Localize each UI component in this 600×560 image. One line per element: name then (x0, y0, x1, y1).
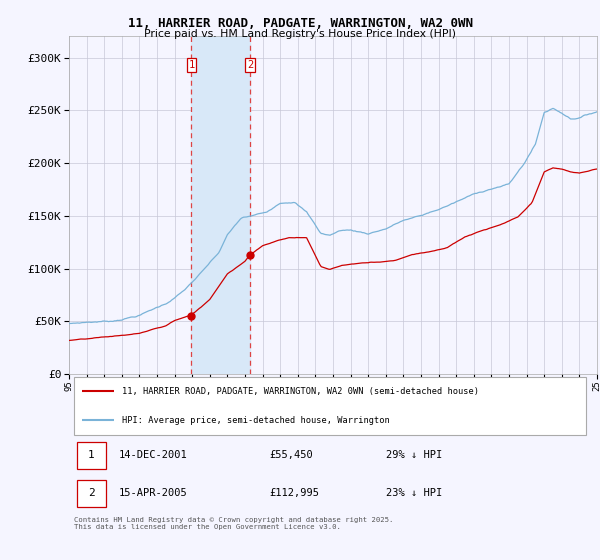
Text: 2: 2 (247, 60, 253, 70)
Text: £112,995: £112,995 (269, 488, 320, 498)
Text: 1: 1 (88, 450, 95, 460)
Text: 14-DEC-2001: 14-DEC-2001 (119, 450, 188, 460)
Text: 1: 1 (188, 60, 194, 70)
Text: 23% ↓ HPI: 23% ↓ HPI (386, 488, 442, 498)
Text: 15-APR-2005: 15-APR-2005 (119, 488, 188, 498)
Bar (191, 36, 250, 374)
Text: £55,450: £55,450 (269, 450, 313, 460)
FancyBboxPatch shape (77, 480, 106, 507)
Text: HPI: Average price, semi-detached house, Warrington: HPI: Average price, semi-detached house,… (122, 416, 389, 425)
Text: 11, HARRIER ROAD, PADGATE, WARRINGTON, WA2 0WN (semi-detached house): 11, HARRIER ROAD, PADGATE, WARRINGTON, W… (122, 387, 479, 396)
Text: 2: 2 (88, 488, 95, 498)
Text: 29% ↓ HPI: 29% ↓ HPI (386, 450, 442, 460)
Text: Contains HM Land Registry data © Crown copyright and database right 2025.
This d: Contains HM Land Registry data © Crown c… (74, 517, 394, 530)
FancyBboxPatch shape (74, 377, 586, 435)
FancyBboxPatch shape (77, 442, 106, 469)
Text: Price paid vs. HM Land Registry's House Price Index (HPI): Price paid vs. HM Land Registry's House … (144, 29, 456, 39)
Text: 11, HARRIER ROAD, PADGATE, WARRINGTON, WA2 0WN: 11, HARRIER ROAD, PADGATE, WARRINGTON, W… (128, 17, 473, 30)
